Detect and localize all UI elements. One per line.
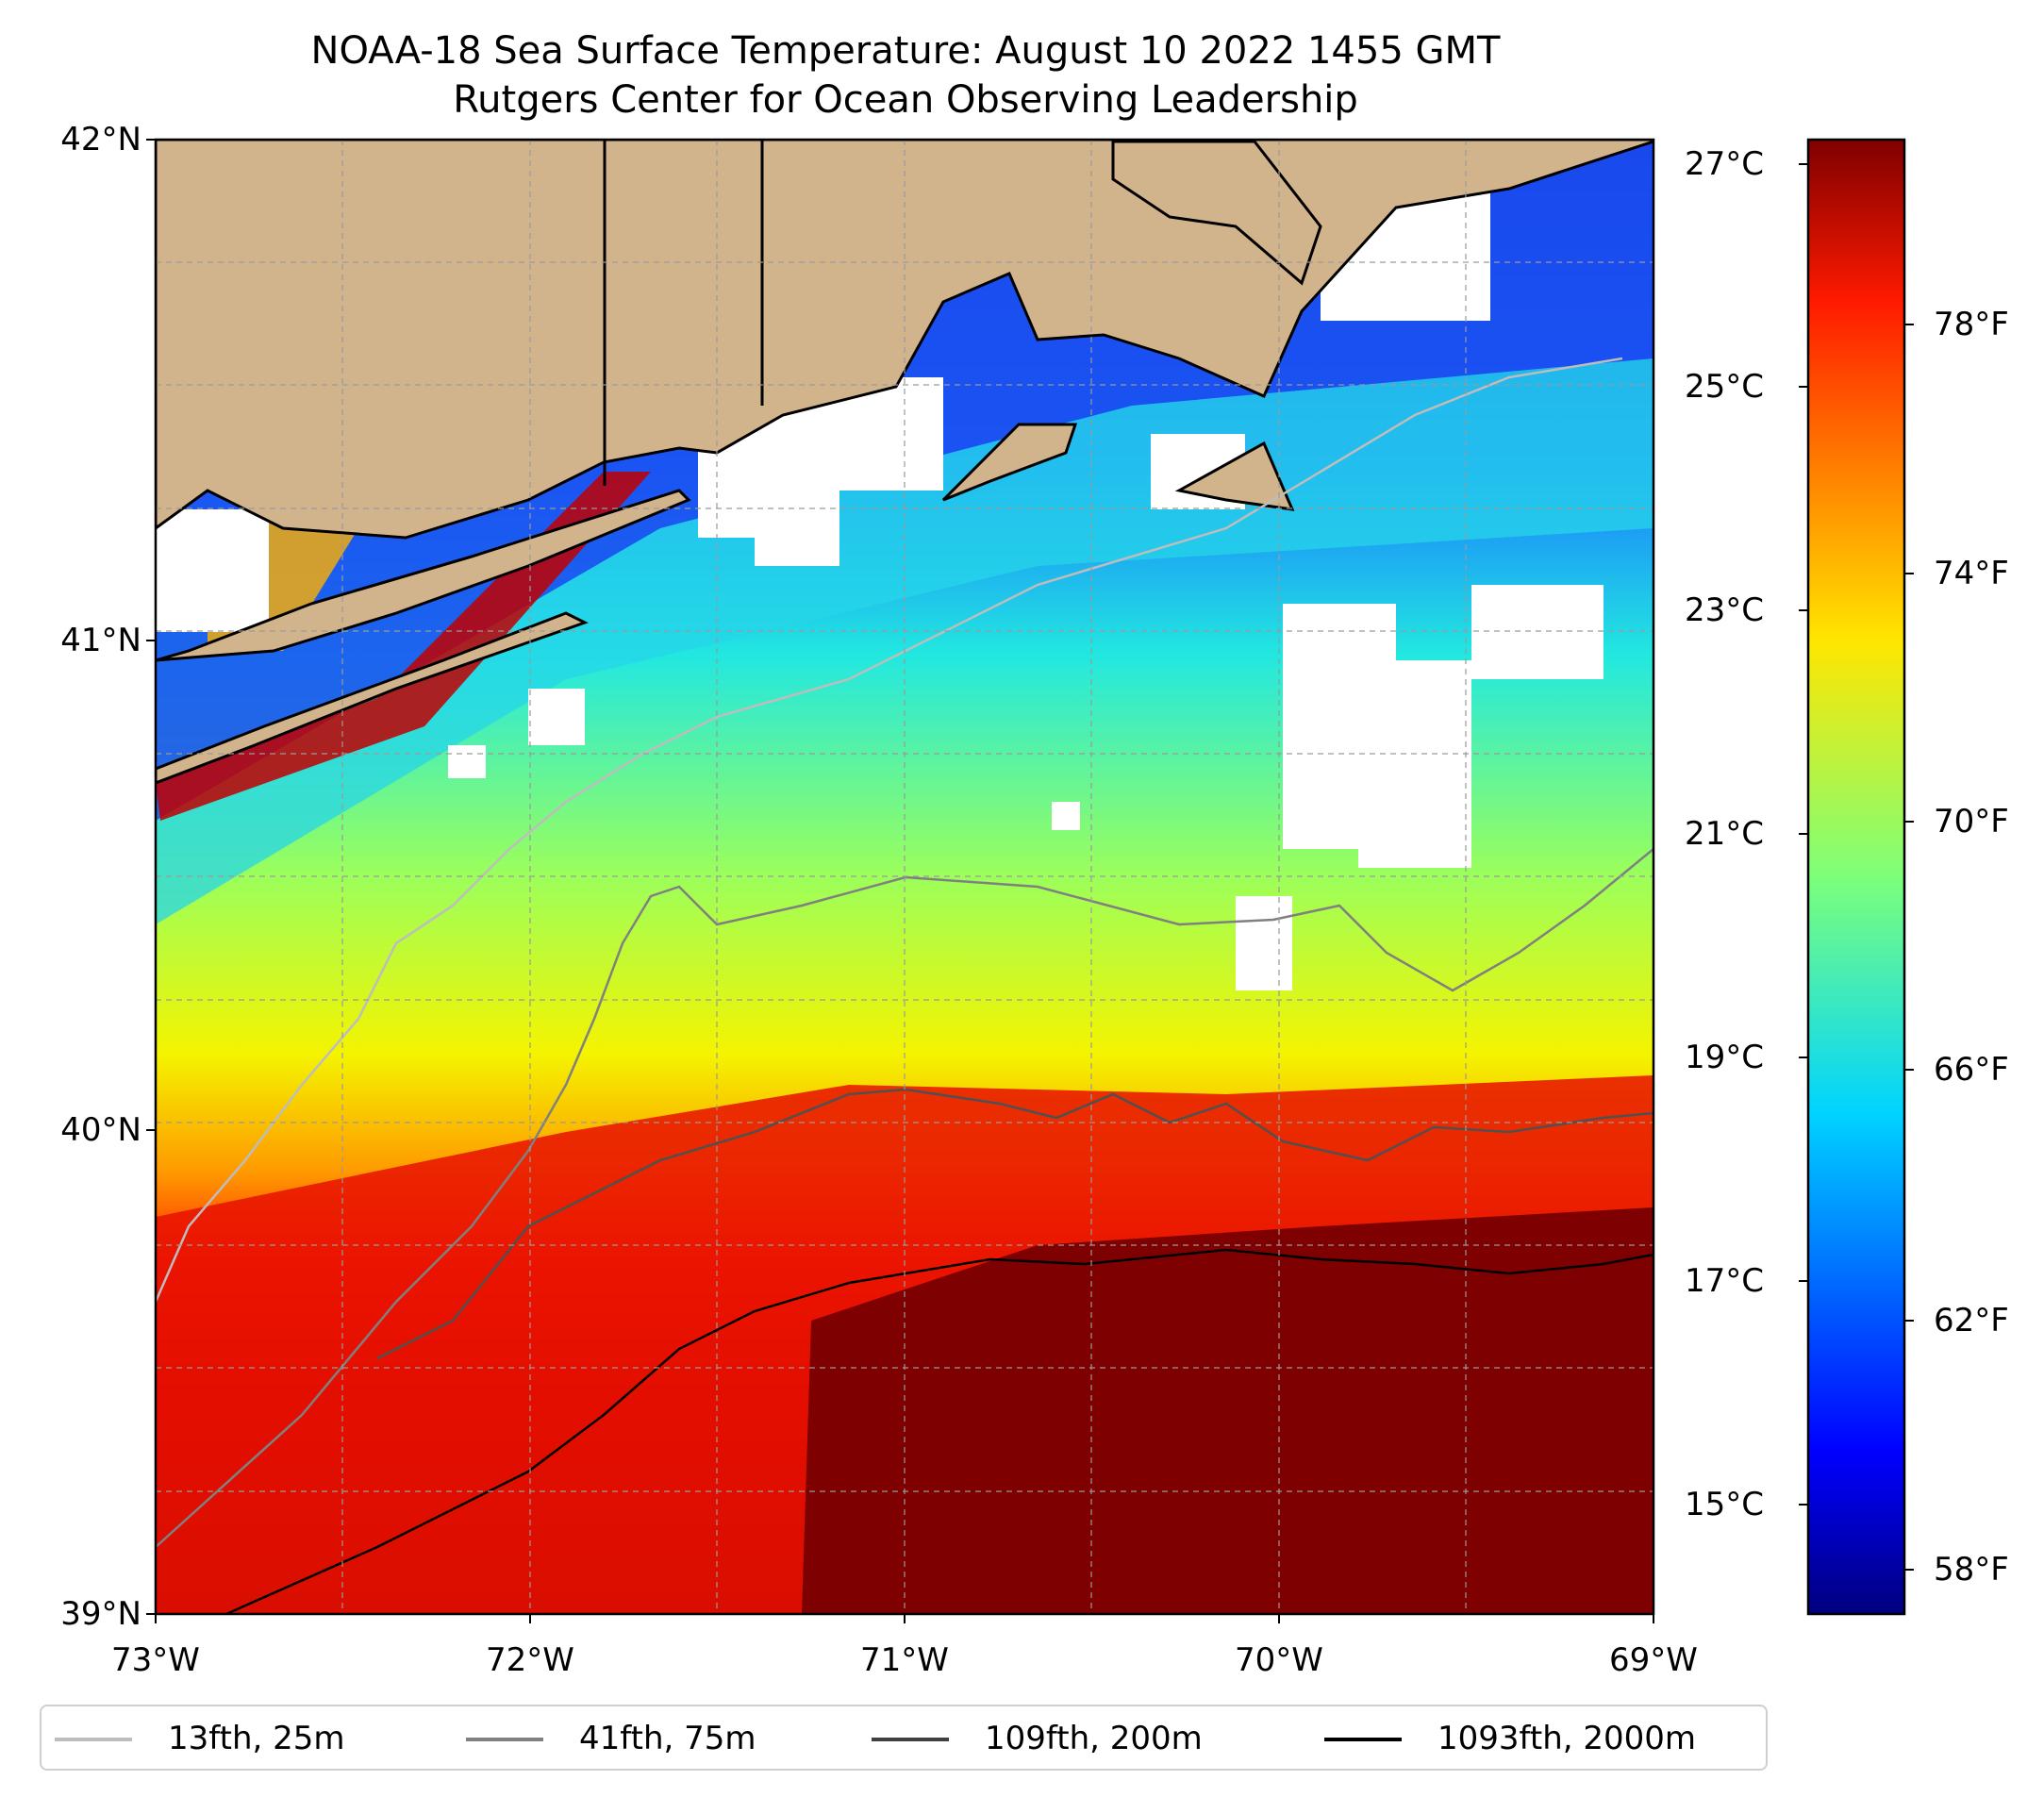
contour-200m [376, 1088, 1653, 1360]
colorbar-fahrenheit-label: 78°F [1934, 306, 2009, 343]
colorbar-fahrenheit-label: 58°F [1934, 1551, 2009, 1589]
colorbar-fahrenheit-label: 74°F [1934, 555, 2009, 592]
legend-swatch [55, 1738, 132, 1741]
contour-25m [156, 357, 1623, 1303]
colorbar-celsius-label: 21°C [1685, 815, 1765, 853]
colorbar-celsius-label: 19°C [1685, 1039, 1765, 1076]
colorbar-celsius-label: 23°C [1685, 591, 1765, 629]
lon-tick-label: 73°W [111, 1641, 200, 1679]
lon-tick-label: 69°W [1609, 1641, 1698, 1679]
colorbar-celsius-label: 17°C [1685, 1262, 1765, 1300]
legend-label: 13fth, 25m [168, 1720, 345, 1757]
lat-tick-label: 39°N [60, 1595, 141, 1633]
legend-swatch [1324, 1738, 1402, 1741]
colorbar-fahrenheit-label: 62°F [1934, 1302, 2009, 1339]
colorbar [1806, 138, 1906, 1616]
lat-tick-label: 40°N [60, 1111, 141, 1149]
colorbar-celsius-label: 15°C [1685, 1486, 1765, 1523]
lon-tick-label: 70°W [1235, 1641, 1323, 1679]
map-subtitle: Rutgers Center for Ocean Observing Leade… [453, 78, 1358, 122]
lon-tick-label: 72°W [486, 1641, 574, 1679]
legend-label: 109fth, 200m [985, 1720, 1203, 1757]
legend-label: 1093fth, 2000m [1437, 1720, 1697, 1757]
legend-swatch [466, 1738, 543, 1741]
map-title: NOAA-18 Sea Surface Temperature: August … [310, 29, 1501, 73]
colorbar-fahrenheit-label: 66°F [1934, 1051, 2009, 1089]
colorbar-fahrenheit-label: 70°F [1934, 803, 2009, 840]
gridlines [156, 140, 1653, 1614]
lon-tick-label: 71°W [860, 1641, 949, 1679]
contour-legend: 13fth, 25m 41fth, 75m 109fth, 200m 1093f… [40, 1705, 1768, 1771]
colorbar-celsius-label: 27°C [1685, 145, 1765, 183]
lat-tick-label: 42°N [60, 121, 141, 158]
colorbar-celsius-label: 25°C [1685, 368, 1765, 406]
hot-water-region [802, 1207, 1653, 1614]
contour-2000m [225, 1248, 1653, 1614]
contour-75m [156, 848, 1653, 1548]
map-area [156, 140, 1653, 1614]
legend-label: 41fth, 75m [579, 1720, 756, 1757]
colorbar-ticks [1799, 163, 1914, 1571]
legend-swatch [872, 1738, 949, 1741]
axis-ticks [146, 139, 1654, 1623]
lat-tick-label: 41°N [60, 622, 141, 659]
